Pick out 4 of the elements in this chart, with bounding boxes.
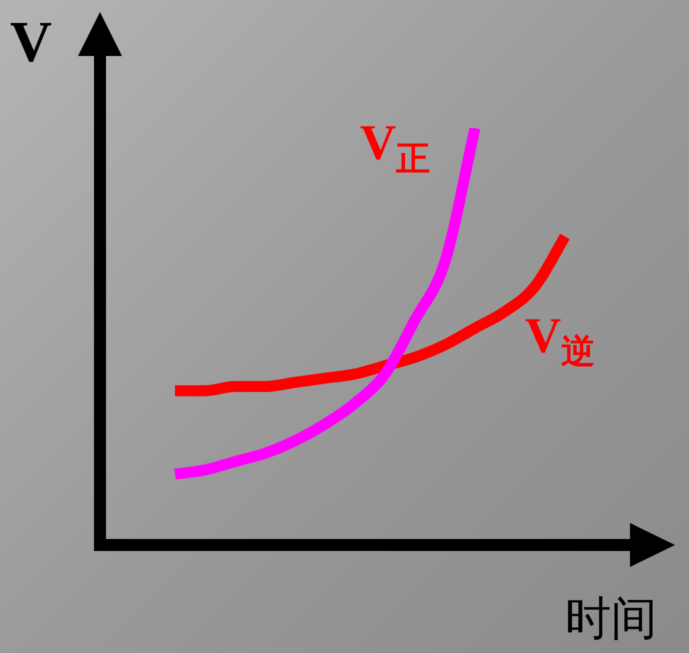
x-axis-title: 时间 xyxy=(565,592,657,646)
y-axis-title: V xyxy=(10,8,52,75)
series-label: V$_{正}$ xyxy=(360,113,430,180)
series-label: V$_{逆}$ xyxy=(525,306,596,374)
